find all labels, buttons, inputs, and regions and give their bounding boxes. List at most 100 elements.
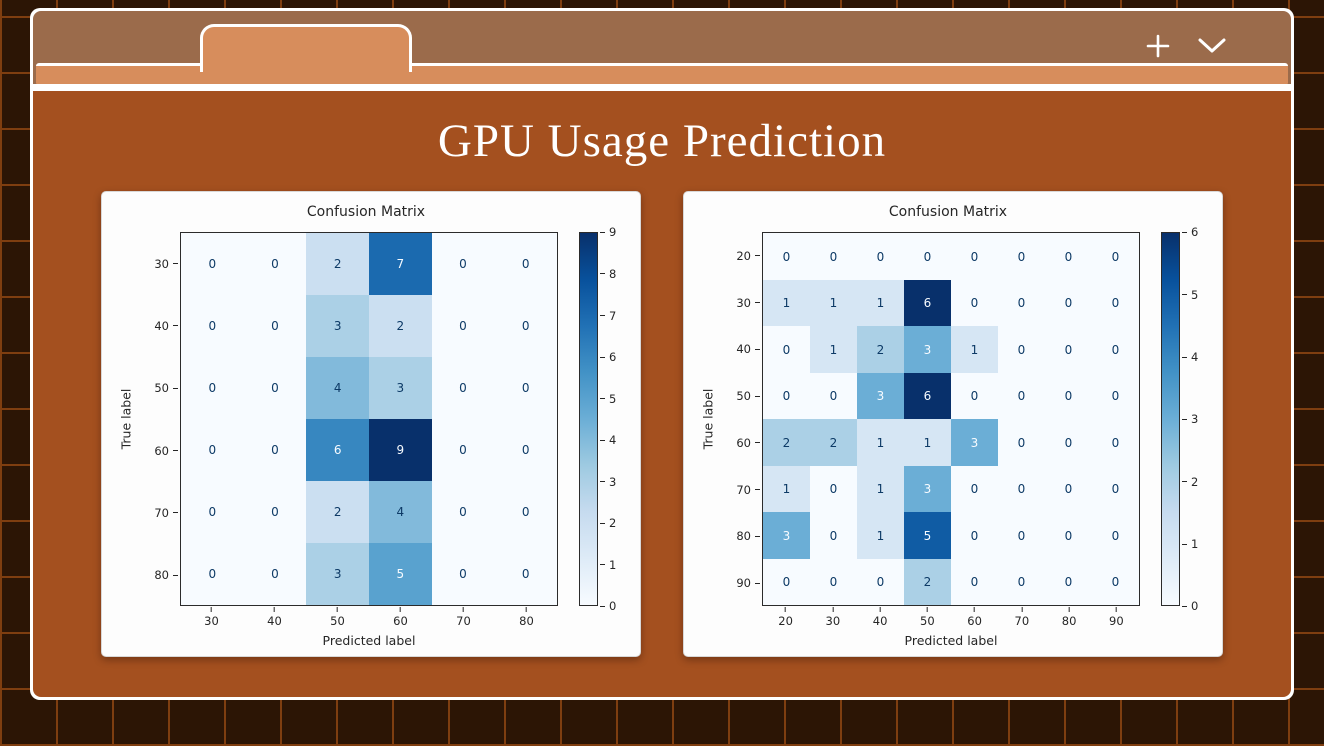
matrix-cell: 0 [1092,465,1139,513]
y-tick-labels: 30 40 50 60 70 80 [118,232,178,606]
matrix-cell: 6 [904,279,951,327]
confusion-matrix-figure: Confusion Matrix True label 20 30 40 50 60 70… [684,192,1222,656]
matrix-cell: 1 [763,279,810,327]
matrix-cell: 2 [369,295,432,358]
matrix-cell: 6 [904,372,951,420]
matrix-cell: 3 [763,512,810,559]
matrix-cell: 0 [494,543,557,606]
x-tick-labels: 20 30 40 50 60 70 80 90 [762,607,1140,631]
confusion-matrix-card-left: Confusion Matrix True label 30 40 50 60 70 80… [101,191,641,658]
x-tick-label: 30 [826,607,840,628]
x-tick-label: 70 [456,607,471,628]
colorbar [579,232,598,607]
y-tick-label: 40 [736,342,760,356]
page-content: GPU Usage Prediction Confusion Matrix Tr… [33,91,1291,697]
chevron-down-icon[interactable] [1197,37,1227,55]
chart-title: Confusion Matrix [888,204,1008,221]
matrix-cell: 0 [763,372,810,420]
matrix-cell: 1 [857,419,904,466]
y-tick-label: 40 [154,319,178,333]
y-tick-label: 50 [154,381,178,395]
matrix-cell: 3 [306,543,369,606]
matrix-cell: 0 [1092,558,1139,606]
matrix-cell: 0 [951,465,998,513]
matrix-cell: 0 [1045,465,1092,513]
matrix-cell: 0 [243,481,307,544]
y-tick-label: 20 [736,249,760,263]
matrix-cell: 1 [810,326,857,373]
matrix-cell: 0 [494,419,557,482]
colorbar-tick-label: 6 [600,350,616,364]
colorbar-tick-label: 5 [600,392,616,406]
colorbar-tick-label: 2 [600,516,616,530]
matrix-cell: 0 [1045,512,1092,559]
matrix-cell: 0 [810,512,857,559]
matrix-cell: 0 [431,419,495,482]
colorbar-tick-label: 1 [600,558,616,572]
matrix-cell: 0 [494,233,557,296]
colorbar-tick-label: 4 [600,433,616,447]
matrix-cell: 0 [951,233,998,280]
plus-icon[interactable] [1145,33,1171,59]
matrix-cell: 5 [904,512,951,559]
colorbar-tick-label: 9 [600,225,616,239]
matrix-cell: 0 [951,558,998,606]
x-axis-label: Predicted label [322,633,416,649]
matrix-cell: 0 [1092,512,1139,559]
colorbar-tick-labels: 0 1 2 3 4 5 6 7 8 9 [600,225,640,613]
matrix-cell: 0 [431,543,495,606]
matrix-cell: 0 [810,233,857,280]
matrix-cell: 0 [763,558,810,606]
matrix-cell: 1 [763,465,810,513]
colorbar-tick-labels: 0 1 2 3 4 5 6 [1182,225,1222,613]
matrix-cell: 0 [181,543,244,606]
matrix-cell: 0 [763,326,810,373]
charts-row: Confusion Matrix True label 30 40 50 60 70 80… [33,191,1291,658]
x-tick-label: 80 [1062,607,1076,628]
x-tick-label: 40 [873,607,887,628]
matrix-cell: 0 [951,372,998,420]
matrix-cell: 0 [763,233,810,280]
colorbar-tick-label: 8 [600,267,616,281]
matrix-cell: 0 [1092,372,1139,420]
matrix-cell: 3 [857,372,904,420]
matrix-cell: 0 [494,357,557,420]
matrix-cell: 0 [1092,326,1139,373]
matrix-cell: 0 [998,558,1045,606]
matrix-cell: 0 [181,295,244,358]
tab-bar [33,11,1291,84]
x-tick-label: 20 [778,607,793,628]
matrix-cell: 0 [904,233,951,280]
matrix-cell: 5 [369,543,432,606]
matrix-cell: 0 [951,512,998,559]
matrix-cell: 0 [998,419,1045,466]
colorbar-tick-label: 7 [600,309,616,323]
matrix-cell: 3 [904,326,951,373]
matrix-cell: 0 [810,558,857,606]
x-tick-label: 70 [1015,607,1029,628]
matrix-cell: 2 [810,419,857,466]
colorbar-tick-label: 3 [1182,412,1198,426]
matrix-cell: 0 [431,233,495,296]
chart-title: Confusion Matrix [306,204,426,221]
matrix-cell: 0 [181,481,244,544]
active-tab[interactable] [200,24,412,72]
matrix-cell: 0 [243,419,307,482]
matrix-cell: 0 [998,233,1045,280]
y-tick-label: 30 [154,257,178,271]
matrix-cell: 0 [431,295,495,358]
matrix-cell: 0 [494,481,557,544]
matrix-cell: 0 [998,512,1045,559]
matrix-cell: 0 [998,372,1045,420]
matrix-cell: 0 [1092,233,1139,280]
x-tick-label: 40 [267,607,282,628]
x-tick-label: 30 [204,607,219,628]
colorbar-tick-label: 2 [1182,475,1198,489]
x-tick-label: 50 [330,607,345,628]
x-tick-label: 80 [519,607,534,628]
y-tick-label: 50 [736,389,760,403]
matrix-cell: 2 [763,419,810,466]
colorbar-tick-label: 3 [600,475,616,489]
